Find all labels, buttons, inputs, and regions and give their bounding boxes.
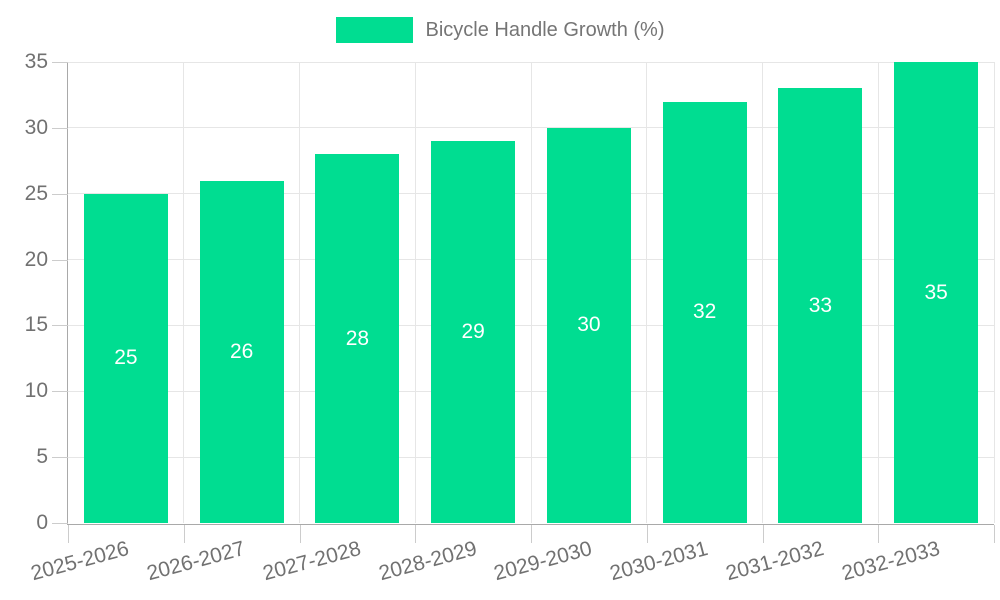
x-axis-tick-label: 2028-2029 [376,537,480,586]
y-axis-tick-label: 15 [24,313,48,337]
vertical-gridline [299,62,300,523]
vertical-gridline [183,62,185,523]
x-tick-mark [878,525,880,543]
bar-2029-2030[interactable]: 30 [546,127,631,523]
y-tick-mark [52,62,68,63]
y-tick-mark [52,259,68,261]
x-axis-tick-label: 2030-2031 [607,537,711,586]
bar-value-label: 33 [808,293,833,317]
y-axis-tick-label: 10 [24,379,48,403]
x-tick-mark [762,525,764,543]
x-tick-mark [994,525,995,543]
x-tick-mark [299,525,301,543]
x-axis-tick-label: 2027-2028 [260,537,364,586]
legend-label: Bicycle Handle Growth (%) [425,18,665,41]
y-axis-line [67,62,68,525]
legend-swatch-icon [335,17,413,43]
y-tick-mark [52,523,68,524]
vertical-gridline [530,62,532,523]
bar-value-label: 30 [577,313,601,337]
y-axis-tick-label: 5 [36,445,48,469]
x-tick-mark [68,525,69,543]
x-axis-tick-label: 2025-2026 [28,537,132,586]
bar-value-label: 29 [461,320,485,344]
x-tick-mark [646,525,648,543]
bar-2028-2029[interactable]: 29 [431,141,516,523]
bar-value-label: 32 [692,300,717,324]
y-axis-tick-label: 35 [24,50,48,73]
bar-2030-2031[interactable]: 32 [662,101,747,523]
bar-value-label: 25 [114,346,138,370]
y-axis-tick-label: 0 [36,511,48,534]
bar-value-label: 26 [229,339,254,363]
x-tick-mark [415,525,417,543]
y-tick-mark [52,127,68,129]
x-axis-tick-label: 2032-2033 [839,537,943,586]
vertical-gridline [646,62,648,523]
y-tick-mark [52,193,68,195]
bar-value-label: 35 [924,280,948,304]
x-tick-mark [531,525,532,543]
vertical-gridline [762,62,763,523]
x-axis-tick-label: 2031-2032 [723,537,827,586]
y-axis-tick-label: 30 [24,115,48,139]
y-tick-mark [52,391,68,393]
x-tick-mark [183,525,185,543]
bar-2032-2033[interactable]: 35 [894,62,979,523]
x-axis-tick-label: 2029-2030 [491,537,595,586]
x-axis-tick-label: 2026-2027 [144,537,248,586]
chart-legend[interactable]: Bicycle Handle Growth (%) [0,17,1000,43]
y-tick-mark [52,325,68,327]
vertical-gridline [877,62,879,523]
bar-2026-2027[interactable]: 26 [199,180,284,523]
plot-area: 25 26 28 29 30 32 33 35 [68,61,995,523]
bar-2027-2028[interactable]: 28 [315,154,400,523]
y-axis-tick-label: 25 [24,181,48,205]
vertical-gridline [414,62,416,523]
bar-2025-2026[interactable]: 25 [83,193,168,523]
x-axis-line [67,524,994,525]
bar-2031-2032[interactable]: 33 [778,88,863,523]
bar-value-label: 28 [345,326,370,350]
y-tick-mark [52,457,68,459]
vertical-gridline [993,62,995,523]
y-axis-tick-label: 20 [24,247,48,271]
